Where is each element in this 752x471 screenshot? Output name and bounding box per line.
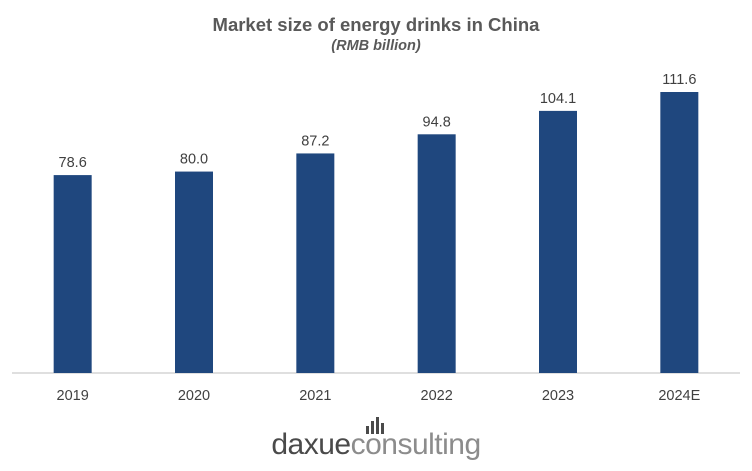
x-tick-label-2021: 2021 (299, 388, 331, 404)
x-tick-label-2023: 2023 (542, 388, 574, 404)
chart-subtitle: (RMB billion) (331, 38, 421, 54)
logo-wordmark: daxueconsulting (0, 428, 752, 462)
chart-title: Market size of energy drinks in China (212, 14, 540, 35)
x-tick-label-2024E: 2024E (658, 388, 700, 404)
company-logo: daxueconsulting (0, 416, 752, 466)
bar-2024E (660, 92, 699, 373)
x-tick-label-2022: 2022 (421, 388, 453, 404)
data-label-2024E: 111.6 (662, 72, 696, 88)
data-label-2019: 78.6 (59, 155, 87, 171)
bar-2021 (296, 153, 335, 373)
bar-chart-icon (366, 417, 384, 434)
bar-2020 (175, 171, 213, 373)
data-label-2021: 87.2 (301, 133, 329, 149)
logo-part-consulting: consulting (350, 428, 482, 461)
logo-part-daxue: daxue (271, 428, 351, 461)
bar-chart: 78.6 2019 80.0 2020 87.2 2021 94.8 2022 104.1 202… (12, 72, 740, 404)
bar-2023 (539, 110, 577, 374)
data-label-2020: 80.0 (180, 152, 208, 168)
bar-2022 (417, 134, 456, 373)
bar-2019 (53, 175, 92, 373)
data-label-2022: 94.8 (423, 114, 451, 130)
x-tick-label-2020: 2020 (178, 388, 210, 404)
data-label-2023: 104.1 (540, 91, 576, 107)
x-tick-label-2019: 2019 (57, 388, 89, 404)
